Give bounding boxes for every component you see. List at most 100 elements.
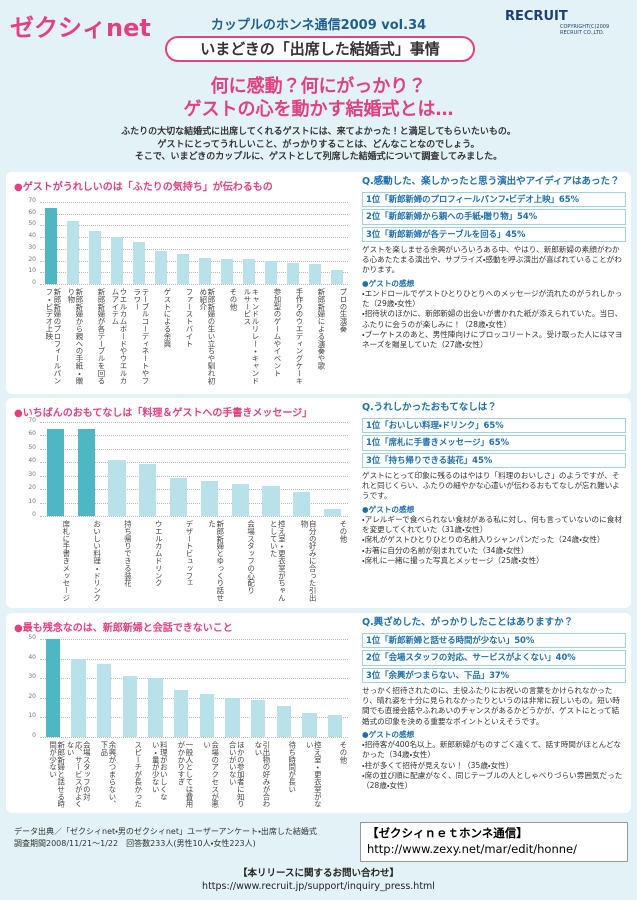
comment: ・お箸に自分の名前が刻まれていた（34歳・女性） (362, 545, 626, 556)
comment: ・席の並び順に配慮がなく、同じテーブルの人としゃべりづらい雰囲気だった（28歳・… (362, 770, 626, 792)
grid-line (40, 717, 348, 719)
x-tick-label: ゲストによる余興 (163, 288, 171, 348)
bar (242, 259, 256, 284)
bar (45, 639, 60, 737)
chart: 0 10 20 30 40 50 新郎新婦と話せる時間が少ない 会場スタッフの対応、サービスが… (6, 613, 356, 813)
y-tick-label: 70 (28, 417, 36, 424)
x-tick-label: 席札に手書きメッセージ (61, 520, 70, 602)
bar (308, 264, 322, 284)
source-text: データ出典／「ゼクシィnet・男のゼクシィnet」ユーザーアンケート・出席した結… (14, 827, 317, 836)
x-tick-label: 持ち帰りできる装花 (123, 520, 132, 587)
x-tick-label: その他 (229, 288, 237, 311)
comment: ・アレルギーで食べられない食材がある私に対し、何も言っていないのに食材を変更して… (362, 514, 626, 536)
bar (225, 697, 240, 737)
bar (154, 251, 168, 284)
grid-line (40, 248, 348, 250)
bar (220, 259, 234, 284)
x-tick-label: その他 (338, 741, 347, 764)
y-tick-label: 30 (28, 673, 36, 681)
grid-line (40, 272, 348, 274)
description: せっかく招待されたのに、主役ふたりにお祝いの言葉をかけられなかったり、晴れ姿を十… (362, 685, 620, 726)
x-tick-label: 新郎新婦による演奏や歌 (317, 288, 325, 370)
x-tick-label: 控え室・更衣室がない (305, 741, 322, 808)
intro-line: ふたりの大切な結婚式に出席してくれるゲストには、来てよかった！と満足してもらいた… (121, 127, 516, 137)
bar (132, 241, 146, 284)
x-tick-label: おいしい料理・ドリンク (92, 520, 101, 602)
grid-line (40, 697, 348, 699)
y-tick-label: 10 (28, 267, 36, 275)
grid-line (40, 237, 348, 239)
bar (176, 253, 190, 284)
bar (330, 269, 344, 284)
bar (293, 491, 311, 516)
x-tick-label: 引出物の好みが合わない (253, 741, 270, 808)
y-tick-label: 20 (28, 692, 36, 700)
x-tick-label: ウエルカムボードやウエルカムアイテム (110, 288, 127, 385)
grid-line (40, 225, 348, 227)
y-tick-label: 30 (28, 470, 36, 478)
contact-title: 【本リリースに関するお問い合わせ】 (237, 868, 400, 879)
x-tick-label: キャンドルリレー・キャンドルサービス (242, 288, 259, 385)
x-tick-label: プロの生演奏 (339, 288, 347, 333)
y-tick-label: 60 (28, 208, 36, 216)
comment: ・席札がゲストひとりひとりの名前入りシャンパンだった（24歳・女性） (362, 535, 626, 546)
comments-title: ●ゲストの感想 (362, 729, 415, 739)
y-tick-label: 10 (28, 497, 36, 505)
comment: ・エンドロールでゲストひとりひとりへのメッセージが流れたのがうれしかった（29歳… (362, 288, 626, 310)
y-tick-label: 50 (28, 634, 36, 641)
grid-line (40, 639, 348, 640)
panel: Q.うれしかったおもてなしは？ 1位「おいしい料理・ドリンク」65% 1位「席札に手… (362, 402, 626, 567)
x-tick-label: テーブルコーディネートやフラワー (132, 288, 149, 385)
section: 0 10 20 30 40 50 60 70 新郎新婦のプロフィールパンフ・ビデオ上映 新郎新婦か… (6, 172, 631, 394)
description: ゲストにとって印象に残るのはやはり「料理のおいしさ」のようですが、それと同じくら… (362, 470, 620, 501)
company: RECRUIT (505, 9, 568, 24)
y-tick-label: 70 (28, 197, 36, 204)
rank: 1位「新郎新婦と話せる時間が少ない」50% (362, 632, 626, 649)
x-tick-label: 会場のアクセスが悪い (202, 741, 219, 808)
link-title: 【ゼクシィｎｅｔホンネ通信】 (367, 826, 528, 840)
grid-line (40, 213, 348, 215)
y-tick-label: 40 (28, 653, 36, 661)
y-tick-label: 0 (32, 511, 36, 518)
bar (110, 237, 124, 284)
x-tick-label: デザートビュッフェ (184, 520, 193, 587)
x-tick-label: 会場スタッフの対応、サービスがよくない (66, 741, 91, 808)
question: Q.うれしかったおもてなしは？ (362, 402, 497, 413)
bar (231, 483, 249, 516)
grid-line (40, 678, 348, 680)
x-tick-label: 新郎新婦が各テーブルを回る (97, 288, 105, 385)
contact-url[interactable]: https://www.recruit.jp/support/inquiry_p… (202, 880, 435, 892)
link-url[interactable]: http://www.zexy.net/mar/edit/honne/ (367, 842, 577, 857)
y-tick-label: 0 (32, 732, 36, 739)
grid-line (40, 260, 348, 262)
rank: 2位「会場スタッフの対応、サービスがよくない」40% (362, 650, 626, 666)
issue: カップルのホンネ通信2009 vol.34 (210, 18, 427, 33)
grid-line (40, 489, 348, 491)
comment: ・ブーケトスのあと、男性陣向けにブロッコリートス。受け取った人にはマヨネーズを贈… (362, 329, 626, 351)
y-tick-label: 20 (28, 255, 36, 263)
y-tick-label: 50 (28, 220, 36, 228)
intro-line: そこで、いまどきのカップルに、ゲストとして列席した結婚式について調査してみました… (134, 152, 503, 163)
period: 調査期間2008/11/21～1/22 回答数233人(男性10人・女性223人… (14, 839, 256, 848)
grid-line (40, 448, 348, 450)
grid-line (40, 202, 348, 203)
x-tick-label: ファーストバイト (185, 288, 193, 348)
section: 0 10 20 30 40 50 60 70 席札に手書きメッセージ おいしい料理・ドリンク 持ち帰… (6, 398, 631, 608)
headline-line: 何に感動？何にがっかり？ (210, 76, 427, 97)
x-tick-label: 会場スタッフの心配り (246, 520, 255, 594)
copyright: COPYRIGHT(C)2009 RECRUIT CO.,LTD. (560, 24, 610, 36)
bar (276, 705, 291, 737)
headline: 何に感動？何にがっかり？ ゲストの心を動かす結婚式とは… (0, 76, 637, 121)
section-heading: ●最も残念なのは、新郎新婦と会話できないこと (14, 623, 233, 634)
x-tick-label: 一般人としては費用がかかりすぎ (176, 741, 193, 808)
intro: ふたりの大切な結婚式に出席してくれるゲストには、来てよかった！と満足してもらいた… (0, 126, 637, 164)
grid-line (40, 462, 348, 464)
bar (250, 699, 266, 737)
grid-line (40, 435, 348, 437)
bar (198, 258, 212, 284)
comments-title: ●ゲストの感想 (362, 278, 415, 288)
section-heading: ●ゲストがうれしいのは「ふたりの気持ち」が伝わるもの (14, 182, 273, 193)
logo: ゼクシィnet (10, 14, 151, 42)
bar (46, 428, 64, 516)
grid-line (40, 475, 348, 477)
